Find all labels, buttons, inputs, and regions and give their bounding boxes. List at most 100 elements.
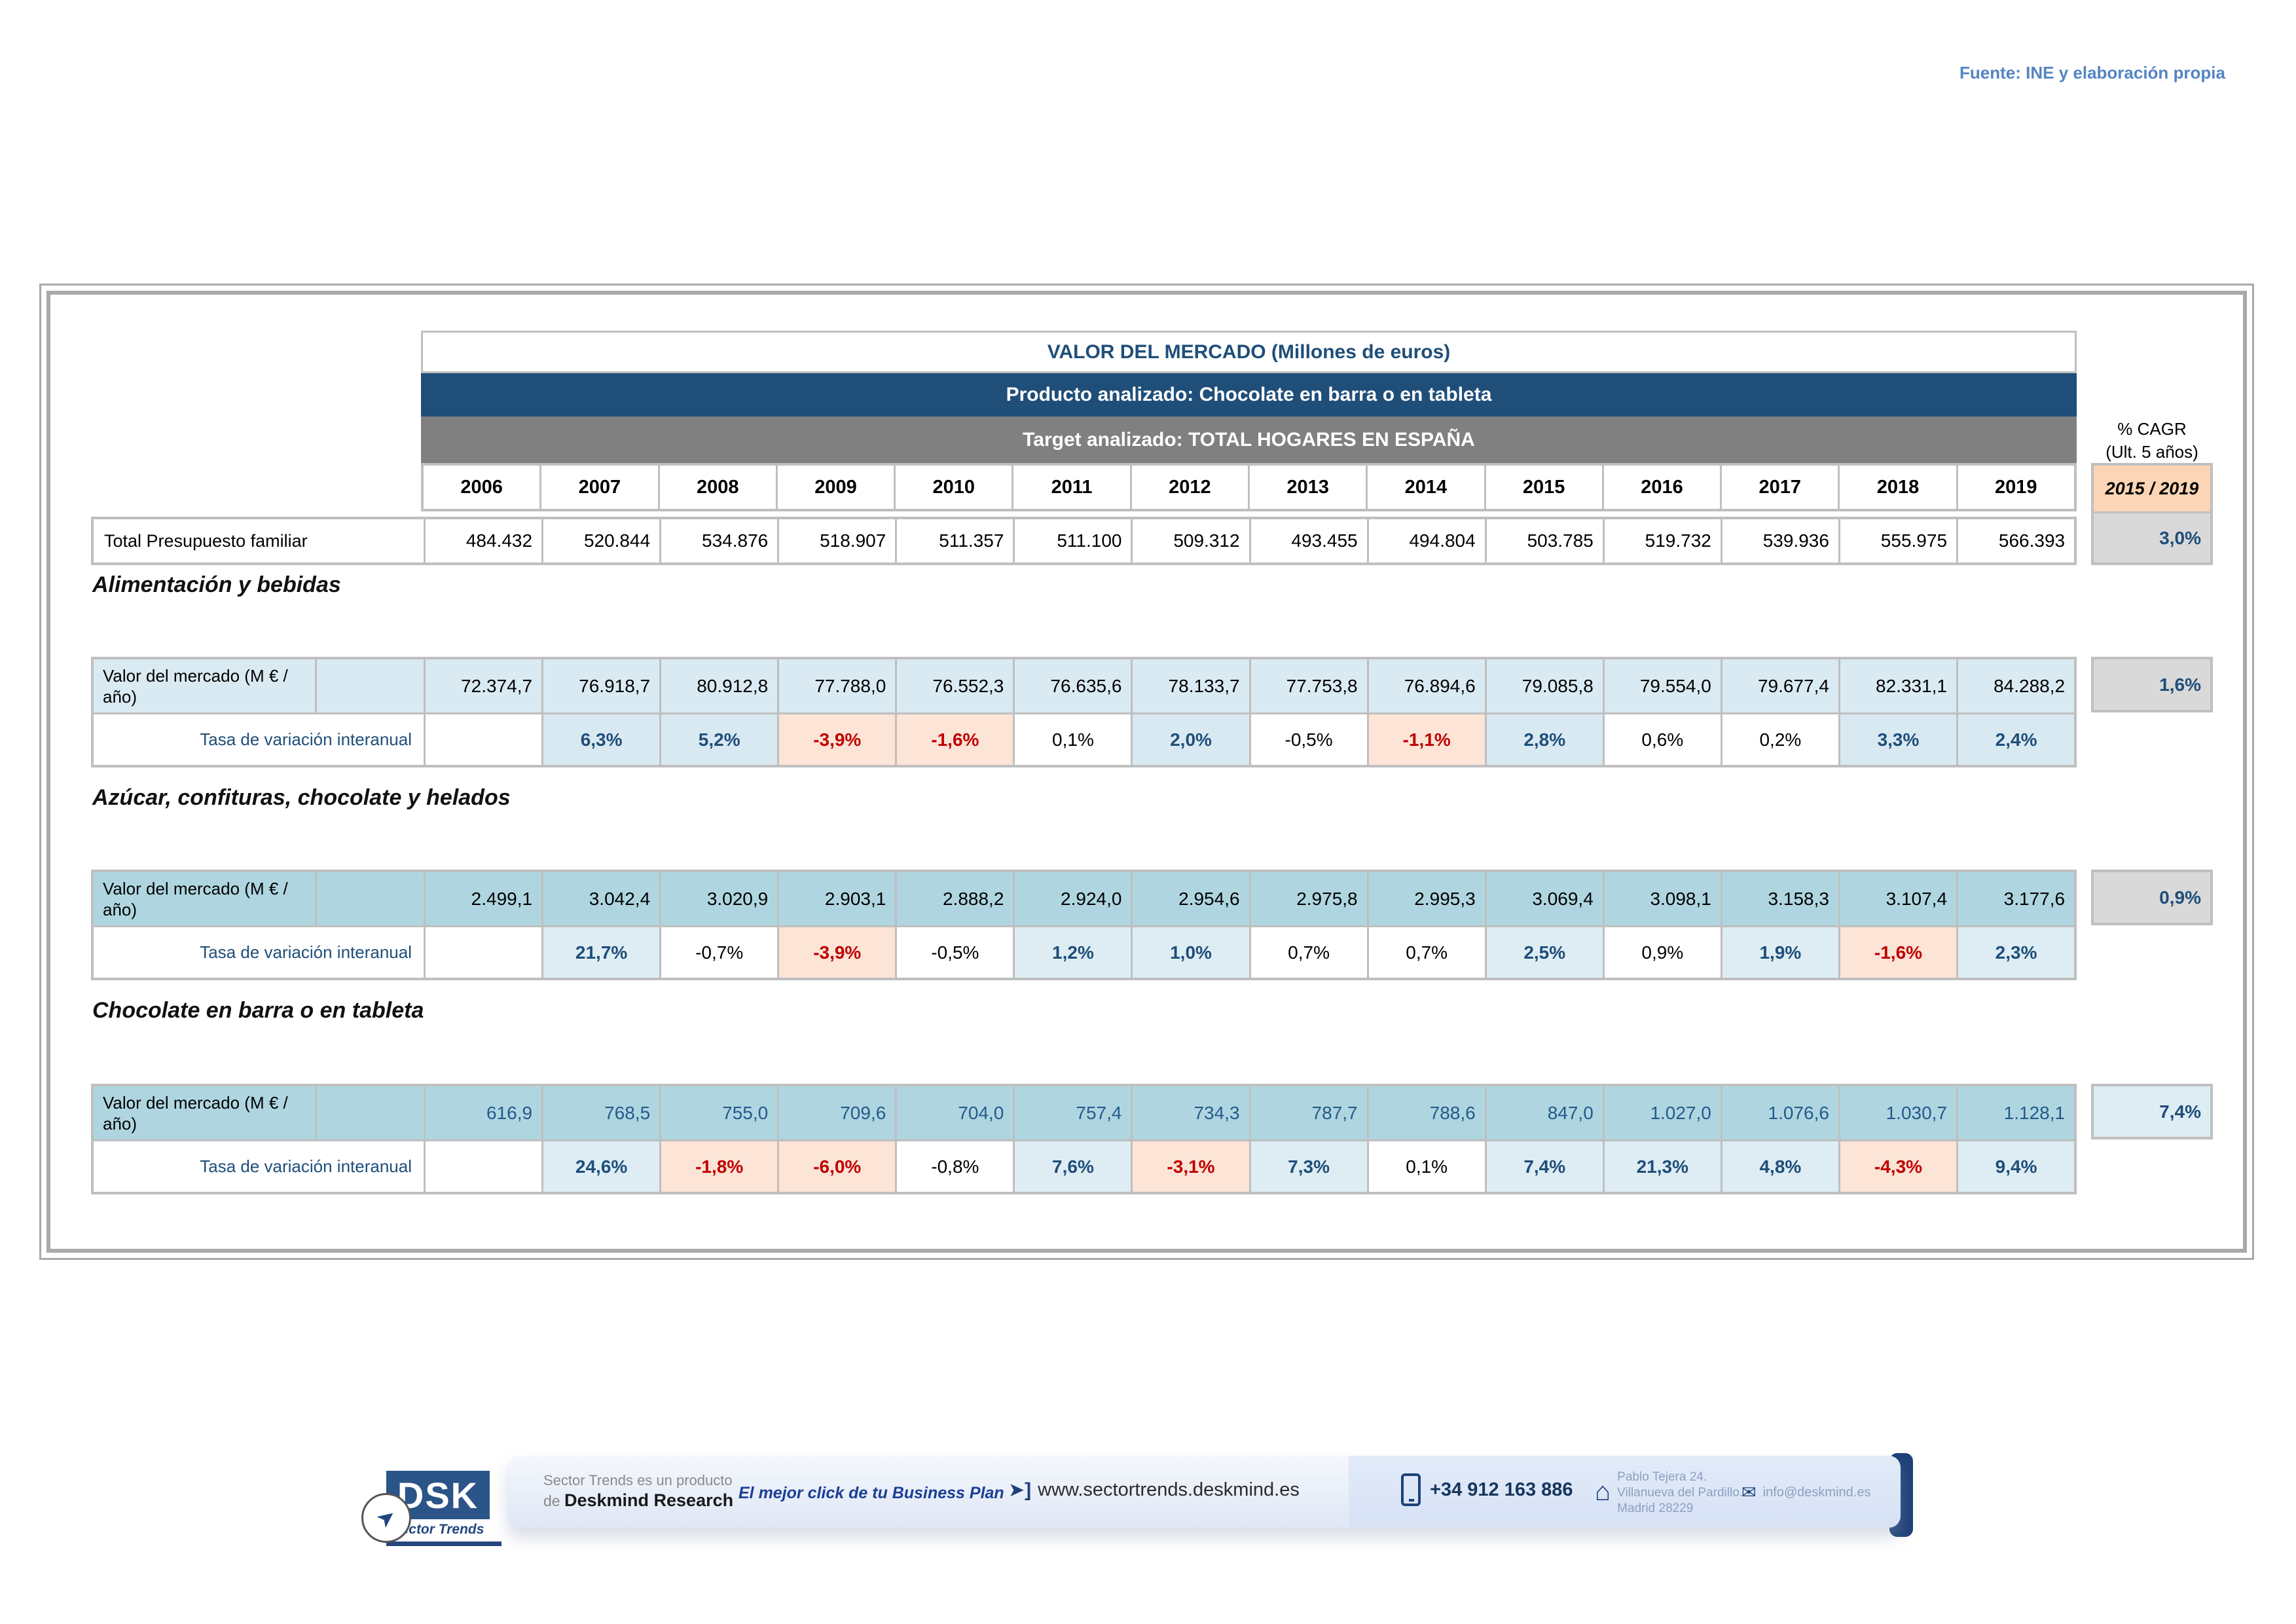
cursor-arrow-icon: ➤ [371, 1502, 401, 1534]
market-value-cell: 1.027,0 [1602, 1086, 1721, 1139]
market-value-cell: 757,4 [1013, 1086, 1131, 1139]
section-heading: Azúcar, confituras, chocolate y helados [92, 785, 511, 810]
link-arrow-icon: ➤] [1008, 1479, 1032, 1501]
section-table: Valor del mercado (M € / año) 72.374,7 7… [91, 657, 2077, 767]
market-value-cell: 847,0 [1484, 1086, 1603, 1139]
email-address[interactable]: info@deskmind.es [1762, 1485, 1871, 1500]
market-value-row: Valor del mercado (M € / año) 2.499,1 3.… [94, 872, 2075, 927]
market-value-cell: 79.677,4 [1720, 659, 1838, 712]
rate-cell: 0,7% [1366, 927, 1485, 978]
rate-cell: 7,3% [1248, 1141, 1367, 1192]
market-value-cell: 787,7 [1248, 1086, 1367, 1139]
market-value-cell: 77.753,8 [1248, 659, 1367, 712]
year-header: 2016 [1601, 466, 1720, 509]
budget-value-cell: 555.975 [1838, 519, 1956, 563]
section-heading: Alimentación y bebidas [92, 572, 341, 597]
market-value-cell: 3.042,4 [541, 872, 660, 925]
budget-value-cell: 539.936 [1720, 519, 1838, 563]
cagr-header-line1: % CAGR [2117, 419, 2187, 439]
budget-value-cell: 511.100 [1013, 519, 1131, 563]
address-line1: Pablo Tejera 24. [1617, 1470, 1707, 1484]
rate-cell: 2,3% [1956, 927, 2075, 978]
market-value-cell: 704,0 [895, 1086, 1013, 1139]
market-value-cell: 2.499,1 [424, 872, 542, 925]
rate-cell: 0,7% [1248, 927, 1367, 978]
rate-cell: 7,4% [1484, 1141, 1603, 1192]
market-value-label: Valor del mercado (M € / año) [94, 659, 315, 712]
year-header-row: 2006 2007 2008 2009 2010 2011 2012 2013 … [421, 463, 2077, 511]
cagr-period-cell: 2015 / 2019 [2094, 466, 2210, 513]
market-value-row: Valor del mercado (M € / año) 72.374,7 7… [94, 659, 2075, 714]
rate-cell: 1,0% [1131, 927, 1249, 978]
rate-cell: 7,6% [1013, 1141, 1131, 1192]
budget-value-cell: 493.455 [1248, 519, 1367, 563]
market-value-cell: 3.177,6 [1956, 872, 2075, 925]
market-value-cell: 79.554,0 [1602, 659, 1721, 712]
rate-cell: -0,5% [1248, 714, 1367, 765]
report-frame-inner [46, 291, 2247, 1253]
rate-cell: 2,0% [1131, 714, 1249, 765]
year-header: 2011 [1011, 466, 1129, 509]
footer-contact-panel [1349, 1456, 1901, 1528]
footer-email[interactable]: ✉ info@deskmind.es [1741, 1483, 1870, 1503]
year-header: 2007 [539, 466, 657, 509]
market-value-cell: 3.107,4 [1838, 872, 1957, 925]
rate-cell: -1,6% [895, 714, 1013, 765]
rate-cell: 24,6% [541, 1141, 660, 1192]
footer-website[interactable]: ➤] www.sectortrends.deskmind.es [1008, 1479, 1300, 1502]
rate-cell: 1,2% [1013, 927, 1131, 978]
market-value-row: Valor del mercado (M € / año) 616,9 768,… [94, 1086, 2075, 1141]
market-value-cell: 3.158,3 [1720, 872, 1838, 925]
section-heading: Chocolate en barra o en tableta [92, 998, 424, 1023]
budget-value-cell: 518.907 [777, 519, 895, 563]
market-value-cell: 2.924,0 [1013, 872, 1131, 925]
website-url[interactable]: www.sectortrends.deskmind.es [1038, 1479, 1300, 1500]
rate-cell: 0,2% [1720, 714, 1838, 765]
rate-cell: 0,9% [1602, 927, 1721, 978]
footer-de-text: de [543, 1492, 564, 1509]
empty-cell [315, 1086, 424, 1139]
market-value-cell: 1.076,6 [1720, 1086, 1838, 1139]
source-note: Fuente: INE y elaboración propia [1959, 63, 2225, 83]
budget-value-cell: 484.432 [424, 519, 541, 563]
market-value-cell: 78.133,7 [1131, 659, 1249, 712]
market-value-cell: 2.954,6 [1131, 872, 1249, 925]
market-value-cell: 2.995,3 [1366, 872, 1485, 925]
market-value-cell: 80.912,8 [659, 659, 778, 712]
footer-product-line2: de Deskmind Research [543, 1490, 733, 1511]
variation-rate-row: Tasa de variación interanual 24,6% -1,8%… [94, 1141, 2075, 1192]
cagr-header: % CAGR (Ult. 5 años) [2069, 418, 2235, 464]
dsk-logo-text: DSK [397, 1474, 479, 1516]
rate-cell: 1,9% [1720, 927, 1838, 978]
rate-cell: 5,2% [659, 714, 778, 765]
rate-cell: 0,1% [1366, 1141, 1485, 1192]
market-value-cell: 1.030,7 [1838, 1086, 1957, 1139]
address-line2: Villanueva del Pardillo. [1617, 1486, 1743, 1500]
rate-cell: -3,9% [777, 714, 896, 765]
market-value-cell: 2.888,2 [895, 872, 1013, 925]
market-value-cell: 2.903,1 [777, 872, 896, 925]
rate-cell: -4,3% [1838, 1141, 1957, 1192]
rate-cell: -6,0% [777, 1141, 896, 1192]
section-cagr-value: 0,9% [2091, 870, 2213, 925]
year-header: 2013 [1247, 466, 1366, 509]
market-value-cell: 77.788,0 [777, 659, 896, 712]
market-value-cell: 3.020,9 [659, 872, 778, 925]
market-value-label: Valor del mercado (M € / año) [94, 872, 315, 925]
year-header: 2018 [1838, 466, 1956, 509]
budget-value-cell: 519.732 [1602, 519, 1721, 563]
section-table: Valor del mercado (M € / año) 2.499,1 3.… [91, 870, 2077, 980]
footer-address: ⌂ Pablo Tejera 24. Villanueva del Pardil… [1595, 1469, 1743, 1517]
rate-cell: -0,5% [895, 927, 1013, 978]
variation-rate-row: Tasa de variación interanual 6,3% 5,2% -… [94, 714, 2075, 765]
budget-value-cell: 534.876 [659, 519, 777, 563]
year-header: 2009 [775, 466, 894, 509]
market-value-cell: 2.975,8 [1248, 872, 1367, 925]
rate-cell: 21,7% [541, 927, 660, 978]
year-header: 2008 [657, 466, 776, 509]
logo-underline [386, 1541, 501, 1546]
market-value-cell: 734,3 [1131, 1086, 1249, 1139]
budget-value-cell: 503.785 [1484, 519, 1603, 563]
market-value-cell: 788,6 [1366, 1086, 1485, 1139]
market-value-cell: 3.069,4 [1484, 872, 1603, 925]
